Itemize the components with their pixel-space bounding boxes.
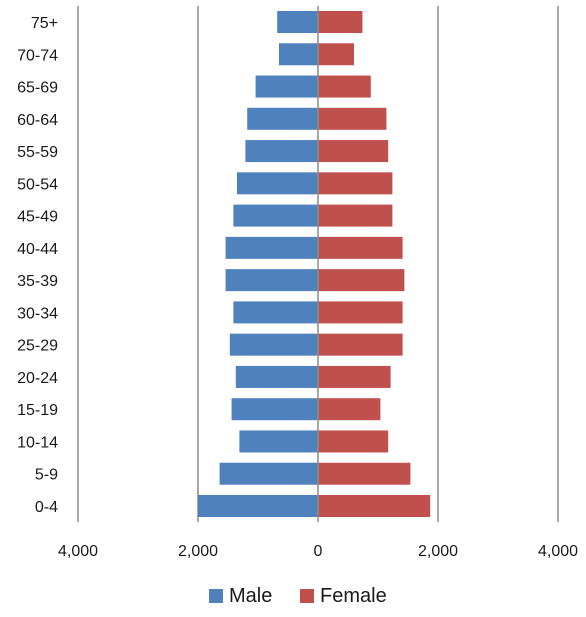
female-bar xyxy=(318,398,381,421)
category-label: 55-59 xyxy=(17,144,58,161)
male-bar xyxy=(225,269,318,292)
category-label: 0-4 xyxy=(35,499,58,516)
legend-label-male: Male xyxy=(229,585,272,607)
male-bar xyxy=(255,75,318,98)
category-label: 75+ xyxy=(31,15,58,32)
female-bar xyxy=(318,140,389,163)
male-bar xyxy=(239,430,318,453)
female-bar xyxy=(318,495,431,517)
male-bar xyxy=(233,204,318,227)
category-label: 5-9 xyxy=(35,467,58,484)
male-bar xyxy=(229,333,318,356)
category-label: 10-14 xyxy=(17,434,58,451)
male-bar xyxy=(219,462,318,485)
x-tick-label: 2,000 xyxy=(178,543,218,560)
gridlines xyxy=(197,6,559,522)
category-label: 35-39 xyxy=(17,273,58,290)
x-tick-label: 4,000 xyxy=(538,543,578,560)
male-bar xyxy=(235,365,318,388)
male-bar xyxy=(245,140,318,163)
legend-swatch-male xyxy=(209,589,223,603)
category-label: 40-44 xyxy=(17,241,58,258)
category-labels: 0-4 5-9 10-14 15-19 20-24 25-29 30-34 35-39 40-4… xyxy=(17,15,58,516)
category-label: 45-49 xyxy=(17,209,58,226)
male-bar xyxy=(279,43,318,66)
male-bar xyxy=(198,495,318,517)
legend-label-female: Female xyxy=(320,585,387,607)
male-bar xyxy=(237,172,318,195)
female-bar xyxy=(318,333,403,356)
x-tick-label: 2,000 xyxy=(418,543,458,560)
bars xyxy=(198,11,431,517)
category-label: 30-34 xyxy=(17,305,58,322)
x-tick-label: 0 xyxy=(314,543,323,560)
female-bar xyxy=(318,269,405,292)
female-bar xyxy=(318,430,389,453)
category-label: 15-19 xyxy=(17,402,58,419)
legend-swatch-female xyxy=(300,589,314,603)
category-label: 50-54 xyxy=(17,176,58,193)
male-bar xyxy=(231,398,318,421)
female-bar xyxy=(318,365,391,388)
category-label: 25-29 xyxy=(17,338,58,355)
female-bar xyxy=(318,462,411,485)
category-label: 60-64 xyxy=(17,112,58,129)
female-bar xyxy=(318,301,403,324)
x-tick-label: 4,000 xyxy=(58,543,98,560)
category-label: 70-74 xyxy=(17,47,58,64)
female-bar xyxy=(318,172,393,195)
male-bar xyxy=(233,301,318,324)
male-bar xyxy=(247,107,318,130)
female-bar xyxy=(318,236,403,259)
female-bar xyxy=(318,75,371,98)
male-bar xyxy=(277,11,318,33)
x-tick-labels: 4,000 2,000 0 2,000 4,000 xyxy=(58,543,578,560)
female-bar xyxy=(318,43,354,66)
category-label: 20-24 xyxy=(17,370,58,387)
female-bar xyxy=(318,107,387,130)
female-bar xyxy=(318,11,363,33)
male-bar xyxy=(225,236,318,259)
axes xyxy=(77,6,319,522)
legend: Male Female xyxy=(209,585,387,607)
female-bar xyxy=(318,204,393,227)
category-label: 65-69 xyxy=(17,80,58,97)
